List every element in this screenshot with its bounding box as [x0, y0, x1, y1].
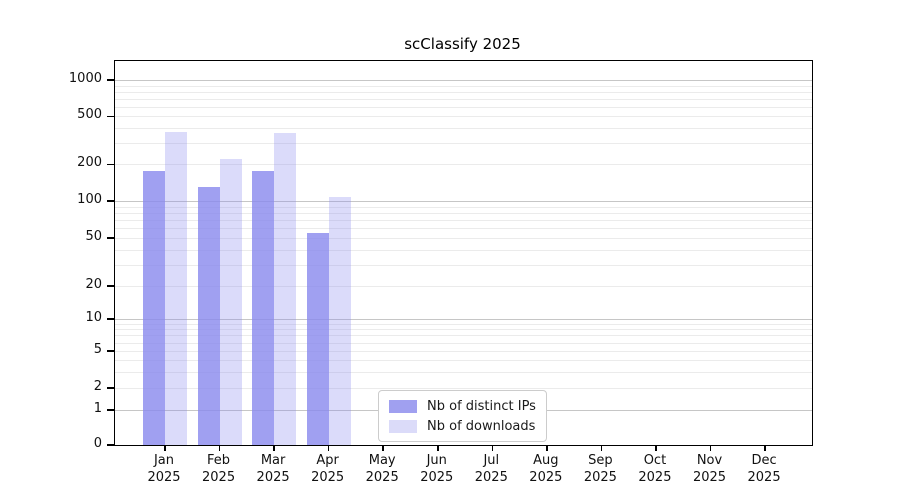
legend-item-distinct-ips: Nb of distinct IPs	[389, 396, 536, 416]
x-axis-tick-label: Mar 2025	[256, 453, 290, 485]
gridline-minor	[115, 285, 812, 287]
x-axis-tick	[164, 446, 166, 451]
x-axis-tick	[655, 446, 657, 451]
y-axis-tick-label: 1	[93, 401, 102, 417]
y-axis-tick	[107, 318, 115, 320]
x-axis-tick-label: May 2025	[365, 453, 399, 485]
x-axis-tick-label: Apr 2025	[311, 453, 345, 485]
gridline-minor	[115, 342, 812, 344]
gridline-major	[115, 201, 812, 202]
legend-label-distinct-ips: Nb of distinct IPs	[427, 398, 536, 414]
gridline-major	[115, 80, 812, 81]
y-axis-tick-label: 100	[77, 192, 102, 207]
x-axis-tick	[600, 446, 603, 451]
legend-item-downloads: Nb of downloads	[389, 416, 536, 436]
y-axis-tick	[107, 444, 115, 446]
gridline-minor	[115, 350, 812, 352]
gridline-minor	[115, 249, 812, 251]
gridline-minor	[115, 91, 812, 93]
y-axis-tick	[107, 237, 115, 239]
bar-distinct-ips	[306, 232, 329, 445]
plot-area	[107, 60, 813, 451]
y-axis-tick	[107, 79, 115, 81]
gridline-minor	[115, 323, 812, 325]
x-axis-tick	[273, 446, 275, 451]
gridline-major	[115, 319, 812, 320]
y-axis-tick-label: 2	[93, 379, 102, 394]
gridline-minor	[115, 220, 812, 222]
x-axis-tick-label: Jun 2025	[420, 453, 454, 485]
y-axis-tick	[107, 350, 115, 352]
x-axis-tick	[327, 446, 330, 451]
gridline-minor	[115, 164, 812, 166]
x-axis-tick-label: Aug 2025	[529, 453, 563, 485]
gridline-minor	[115, 206, 812, 208]
gridline-minor	[115, 388, 812, 389]
y-axis-tick	[107, 285, 115, 287]
y-axis-tick-label: 200	[77, 155, 102, 171]
x-axis-tick	[491, 446, 494, 451]
y-axis-tick-label: 500	[77, 107, 102, 123]
y-axis-tick	[107, 163, 115, 166]
y-axis-tick	[107, 115, 115, 118]
legend-label-downloads: Nb of downloads	[427, 418, 536, 434]
x-axis-tick	[218, 446, 221, 451]
gridline-minor	[115, 237, 812, 239]
bar-downloads	[165, 132, 187, 445]
x-axis-tick-label: Oct 2025	[638, 453, 672, 485]
gridline-minor	[115, 98, 812, 100]
x-axis-tick	[546, 446, 548, 451]
bar-distinct-ips	[143, 171, 165, 445]
gridline-minor	[115, 128, 812, 130]
y-axis-tick-label: 1000	[68, 71, 102, 86]
legend-swatch-distinct-ips	[389, 399, 417, 413]
x-axis-tick-label: Sep 2025	[583, 453, 617, 485]
bar-downloads	[219, 159, 242, 445]
gridline-minor	[115, 371, 812, 373]
legend: Nb of distinct IPs Nb of downloads	[378, 390, 547, 442]
gridline-minor	[115, 228, 812, 230]
gridline-minor	[115, 335, 812, 337]
x-axis-tick	[709, 446, 712, 451]
bar-distinct-ips	[197, 187, 220, 445]
x-axis-tick-label: Jul 2025	[474, 453, 508, 485]
x-axis-tick-label: Dec 2025	[747, 453, 781, 485]
x-axis-tick	[764, 446, 766, 451]
gridline-minor	[115, 143, 812, 145]
gridline-minor	[115, 106, 812, 108]
x-axis-tick-label: Jan 2025	[147, 453, 181, 485]
bar-distinct-ips	[252, 170, 275, 445]
y-axis-tick	[107, 200, 115, 202]
x-axis-tick-label: Nov 2025	[692, 453, 727, 485]
gridline-minor	[115, 264, 812, 266]
x-axis-tick-label: Feb 2025	[202, 453, 236, 485]
y-axis-tick-label: 10	[85, 310, 102, 325]
bar-downloads	[274, 133, 297, 445]
gridline-minor	[115, 116, 812, 118]
y-axis-tick-label: 5	[93, 341, 102, 357]
legend-swatch-downloads	[389, 419, 417, 433]
y-axis-tick-label: 50	[85, 228, 102, 244]
y-axis-tick	[107, 387, 115, 389]
gridline-minor	[115, 360, 812, 361]
gridline-minor	[115, 329, 812, 331]
gridline-minor	[115, 85, 812, 87]
gridline-minor	[115, 212, 812, 214]
x-axis-tick	[437, 446, 439, 451]
y-axis-tick-label: 20	[85, 276, 102, 292]
y-axis-tick-label: 0	[93, 436, 102, 451]
x-axis-tick	[382, 446, 384, 451]
chart-title: scClassify 2025	[404, 35, 521, 53]
bar-downloads	[328, 196, 351, 445]
y-axis-tick	[107, 409, 115, 411]
